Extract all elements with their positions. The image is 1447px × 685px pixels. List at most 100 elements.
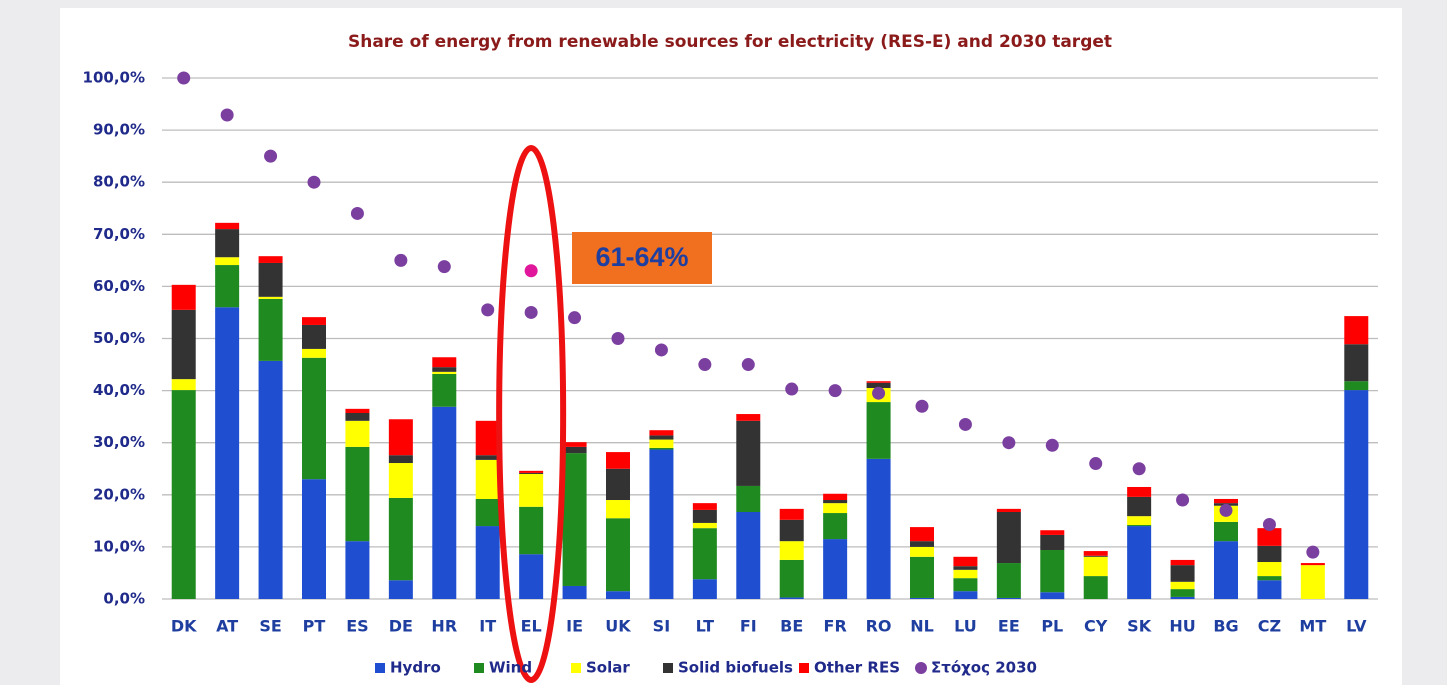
bar-segment xyxy=(519,506,544,555)
bar-segment xyxy=(1127,526,1152,599)
bar-segment xyxy=(215,222,240,230)
target-dot xyxy=(958,417,972,431)
bar-segment xyxy=(1214,498,1238,504)
x-tick-label: DE xyxy=(389,617,413,636)
bar-segment xyxy=(1170,596,1195,599)
bar-segment xyxy=(649,435,674,440)
y-tick-label: 40,0% xyxy=(93,381,145,399)
bar-segment xyxy=(302,348,326,358)
bar-segment xyxy=(649,449,674,599)
bar-segment xyxy=(953,556,978,567)
annotation-label: 61-64% xyxy=(595,242,688,272)
bar-segment xyxy=(475,455,500,460)
x-tick-label: FR xyxy=(824,617,847,636)
bar-segment xyxy=(736,485,761,512)
legend-marker xyxy=(375,663,385,673)
bar-segment xyxy=(953,591,978,599)
bar-segment xyxy=(215,307,240,599)
target-dot xyxy=(220,108,234,122)
bar-segment xyxy=(215,265,240,308)
bar-segment xyxy=(258,256,283,263)
bar-segment xyxy=(953,569,978,579)
bar-segment xyxy=(432,357,457,368)
bar-segment xyxy=(1170,559,1195,566)
bar-segment xyxy=(692,579,717,599)
x-tick-label: CY xyxy=(1084,617,1108,636)
bar-segment xyxy=(1127,525,1152,527)
bar-segment xyxy=(910,597,934,599)
bar-segment xyxy=(1344,390,1369,599)
bar-segment xyxy=(302,317,326,325)
target-dot xyxy=(1089,457,1103,471)
legend-label: Στόχος 2030 xyxy=(931,659,1037,677)
bar-segment xyxy=(388,580,413,599)
target-dot xyxy=(698,358,712,372)
target-dot xyxy=(177,71,191,85)
bar-segment xyxy=(823,493,848,501)
x-tick-label: NL xyxy=(910,617,934,636)
bar-segment xyxy=(736,511,761,599)
bar-segment xyxy=(1300,563,1325,566)
bar-segment xyxy=(996,511,1021,564)
target-dot xyxy=(568,311,582,325)
chart-title: Share of energy from renewable sources f… xyxy=(348,32,1112,52)
bar-segment xyxy=(1257,562,1282,577)
annotation-box xyxy=(572,232,712,284)
bar-segment xyxy=(1040,530,1065,535)
bar-segment xyxy=(736,414,761,421)
y-tick-label: 70,0% xyxy=(93,225,145,243)
bar-segment xyxy=(302,357,326,480)
bar-segment xyxy=(736,420,761,486)
y-tick-label: 60,0% xyxy=(93,277,145,295)
target-dot xyxy=(1132,462,1146,476)
x-tick-label: MT xyxy=(1299,617,1326,636)
bar-segment xyxy=(1300,565,1325,599)
y-tick-label: 50,0% xyxy=(93,329,145,347)
x-tick-label: PL xyxy=(1041,617,1063,636)
x-tick-label: CZ xyxy=(1258,617,1281,636)
bar-segment xyxy=(345,446,370,542)
bar-segment xyxy=(345,408,370,414)
legend-label: Solar xyxy=(586,659,630,677)
bar-segment xyxy=(432,367,457,372)
legend-marker xyxy=(799,663,809,673)
bar-segment xyxy=(1170,581,1195,590)
bar-segment xyxy=(779,508,804,520)
x-tick-label: EL xyxy=(521,617,542,636)
target-dot xyxy=(828,384,842,398)
target-dot xyxy=(481,303,495,317)
x-tick-label: LT xyxy=(696,617,715,636)
bar-segment xyxy=(823,513,848,540)
target-dot xyxy=(872,386,886,400)
target-dot xyxy=(1219,503,1233,517)
bar-segment xyxy=(475,526,500,599)
bar-segment xyxy=(1344,381,1369,391)
bar-segment xyxy=(996,563,1021,598)
target-dot xyxy=(741,358,755,372)
legend-label: Wind xyxy=(489,659,532,677)
bar-segment xyxy=(910,556,934,598)
highlight-dot xyxy=(524,264,538,278)
target-dot xyxy=(437,260,451,274)
y-tick-label: 10,0% xyxy=(93,537,145,555)
target-dot xyxy=(915,399,929,413)
x-tick-label: IT xyxy=(479,617,496,636)
bar-segment xyxy=(953,566,978,570)
bar-segment xyxy=(866,402,891,459)
bar-segment xyxy=(1040,550,1065,593)
bar-segment xyxy=(823,503,848,514)
bar-segment xyxy=(562,446,587,454)
bar-segment xyxy=(432,373,457,407)
target-dot xyxy=(654,343,668,357)
x-tick-label: BG xyxy=(1213,617,1238,636)
y-tick-label: 30,0% xyxy=(93,433,145,451)
target-dot xyxy=(785,382,799,396)
bar-segment xyxy=(823,539,848,599)
bar-segment xyxy=(910,527,934,542)
bar-segment xyxy=(171,284,196,310)
bar-segment xyxy=(302,479,326,599)
x-tick-label: ES xyxy=(346,617,368,636)
bar-segment xyxy=(388,497,413,581)
